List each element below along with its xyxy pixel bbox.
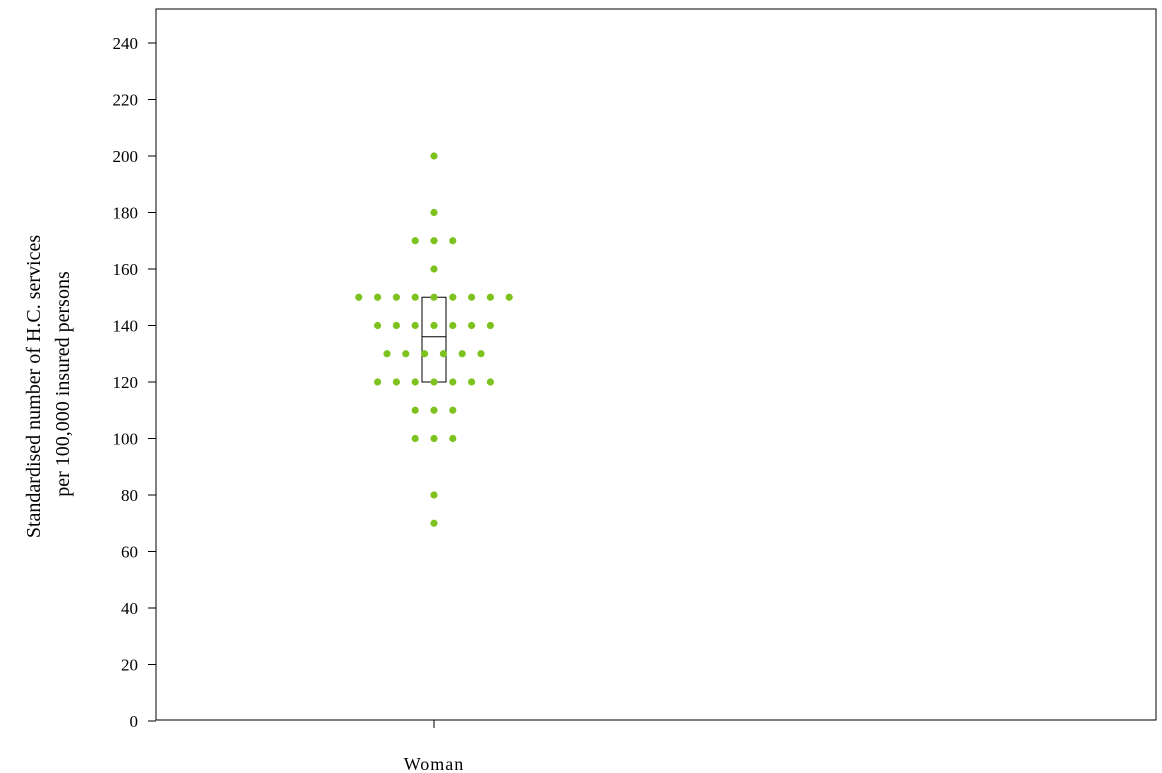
data-point bbox=[402, 350, 410, 358]
plot-frame bbox=[155, 8, 1157, 721]
y-axis: 0 20 40 60 80 100 120 140 160 180 200 220 240 bbox=[113, 34, 156, 731]
y-axis-title: Standardised number of H.C. services per… bbox=[23, 230, 74, 538]
data-point bbox=[468, 321, 476, 330]
data-point bbox=[411, 293, 419, 301]
data-point bbox=[449, 321, 457, 330]
data-point bbox=[430, 237, 438, 245]
data-point bbox=[449, 434, 457, 443]
data-point bbox=[486, 321, 494, 330]
data-point bbox=[430, 265, 438, 273]
data-point bbox=[458, 350, 466, 358]
data-point bbox=[449, 293, 457, 301]
data-point bbox=[392, 321, 400, 330]
data-point bbox=[505, 293, 513, 301]
data-point bbox=[430, 491, 438, 499]
y-axis-title-line-2: per 100,000 insured persons bbox=[52, 271, 74, 497]
y-axis-title-line-1: Standardised number of H.C. services bbox=[23, 235, 45, 538]
data-point bbox=[430, 406, 438, 414]
data-point bbox=[449, 237, 457, 245]
data-point bbox=[449, 378, 457, 386]
y-tick-label: 40 bbox=[121, 599, 138, 618]
y-tick-label: 80 bbox=[121, 486, 138, 505]
y-tick-label: 200 bbox=[113, 147, 139, 166]
data-point bbox=[468, 378, 476, 386]
y-tick-label: 120 bbox=[113, 373, 139, 392]
y-tick-label: 240 bbox=[113, 34, 139, 53]
x-axis: Woman bbox=[404, 720, 465, 773]
data-point bbox=[374, 293, 382, 301]
data-point bbox=[477, 350, 485, 358]
data-point bbox=[374, 321, 382, 330]
data-point bbox=[430, 321, 438, 330]
data-point bbox=[411, 406, 419, 414]
data-point bbox=[383, 350, 391, 358]
data-point bbox=[439, 350, 447, 358]
data-point bbox=[430, 152, 438, 160]
y-tick-label: 100 bbox=[113, 430, 139, 449]
y-tick-label: 20 bbox=[121, 656, 138, 675]
data-point bbox=[430, 293, 438, 301]
data-point bbox=[449, 406, 457, 414]
y-tick-label: 140 bbox=[113, 317, 139, 336]
box-iqr bbox=[421, 296, 447, 383]
data-points bbox=[355, 152, 513, 527]
data-point bbox=[430, 434, 438, 443]
data-point bbox=[392, 378, 400, 386]
y-tick-label: 0 bbox=[130, 712, 139, 731]
data-point bbox=[411, 378, 419, 386]
data-point bbox=[411, 434, 419, 443]
data-point bbox=[374, 378, 382, 386]
y-tick-label: 60 bbox=[121, 543, 138, 562]
data-point bbox=[421, 350, 429, 358]
y-tick-label: 180 bbox=[113, 204, 139, 223]
data-point bbox=[355, 293, 363, 301]
data-point bbox=[411, 321, 419, 330]
data-point bbox=[392, 293, 400, 301]
data-point bbox=[468, 293, 476, 301]
data-point bbox=[486, 293, 494, 301]
data-point bbox=[430, 519, 438, 527]
y-tick-label: 220 bbox=[113, 91, 139, 110]
y-tick-label: 160 bbox=[113, 260, 139, 279]
data-point bbox=[430, 208, 438, 217]
box bbox=[421, 296, 447, 383]
data-point bbox=[430, 378, 438, 386]
data-point bbox=[486, 378, 494, 386]
x-category-label: Woman bbox=[404, 754, 465, 773]
data-point bbox=[411, 237, 419, 245]
